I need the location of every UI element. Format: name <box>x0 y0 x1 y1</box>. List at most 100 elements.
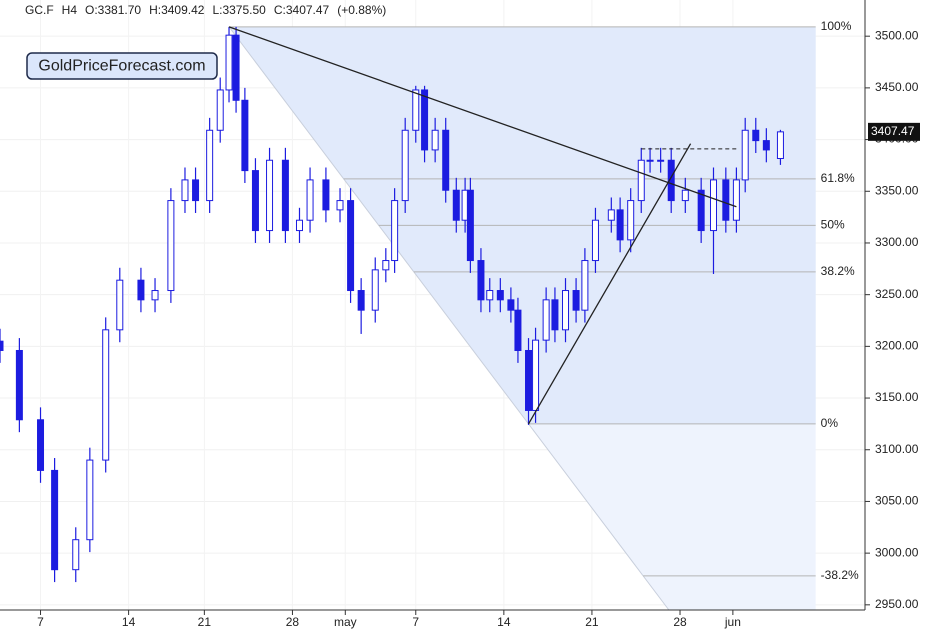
candle-body <box>681 189 689 202</box>
candle-body <box>232 34 240 101</box>
x-tick-label: 28 <box>673 615 687 629</box>
candle-body <box>616 209 624 241</box>
candle-body <box>192 179 200 202</box>
y-tick-label: 3050.00 <box>875 494 919 508</box>
price-layer: 2950.00 3000.00 3050.00 3100.00 3150.00 3200.… <box>0 0 920 629</box>
candle-body <box>137 279 145 301</box>
candle-body <box>15 349 23 421</box>
candle-body <box>167 200 175 292</box>
candle-body <box>562 290 570 331</box>
candle-body <box>401 129 409 202</box>
candle-body <box>412 89 420 131</box>
fib-label: 100% <box>821 19 852 33</box>
x-tick-label: 28 <box>286 615 300 629</box>
candle-body <box>637 159 645 202</box>
candle-body <box>709 179 717 232</box>
candle-body <box>722 179 730 221</box>
x-tick-label: jun <box>724 615 741 629</box>
candle-body <box>322 179 330 211</box>
candle-body <box>51 469 59 571</box>
candle-body <box>572 290 580 311</box>
candle-body <box>151 290 159 301</box>
header-item: (+0.88%) <box>337 3 386 17</box>
candle-body <box>507 299 515 311</box>
last-price-label: 3407.47 <box>871 124 915 138</box>
candle-body <box>776 131 784 159</box>
x-tick-label: 7 <box>412 615 419 629</box>
candle-body <box>657 159 665 162</box>
header-item: C:3407.47 <box>274 3 330 17</box>
header: GC.F H4 O:3381.70 H:3409.42 L:3375.50 C:3407.… <box>25 3 386 17</box>
candle-body <box>477 260 485 301</box>
candle-body <box>466 189 474 262</box>
candle-body <box>752 129 760 142</box>
candle-body <box>391 200 399 262</box>
candle-body <box>241 99 249 172</box>
y-tick-label: 2950.00 <box>875 597 919 611</box>
candle-body <box>336 200 344 211</box>
y-tick-label: 3250.00 <box>875 287 919 301</box>
candle-body <box>542 299 550 341</box>
candle-body <box>607 209 615 221</box>
header-item: H4 <box>62 3 78 17</box>
last-price-tag <box>868 122 920 141</box>
candle-body <box>371 269 379 311</box>
candle-body <box>452 189 460 221</box>
candle-body <box>251 170 259 232</box>
fib-diagonal <box>228 26 670 611</box>
candle-body <box>551 299 559 331</box>
y-tick-label: 3450.00 <box>875 80 919 94</box>
fib-label: 38.2% <box>821 264 855 278</box>
candle-body <box>72 539 80 571</box>
candle-body <box>266 159 274 232</box>
candle-body <box>281 159 289 232</box>
fib-label: 0% <box>821 416 839 430</box>
trendline <box>527 143 692 425</box>
header-item: L:3375.50 <box>212 3 266 17</box>
candle-body <box>496 290 504 301</box>
fib-label: 50% <box>821 218 845 232</box>
header-item: GC.F <box>25 3 54 17</box>
candle-body <box>116 279 124 331</box>
candle-body <box>225 34 233 91</box>
candle-body <box>357 290 365 311</box>
candle-body <box>295 219 303 232</box>
trendline <box>228 26 737 208</box>
x-tick-label: 21 <box>585 615 599 629</box>
y-tick-label: 3500.00 <box>875 28 919 42</box>
candle-body <box>0 340 4 351</box>
y-tick-label: 3300.00 <box>875 235 919 249</box>
candle-body <box>421 89 429 151</box>
y-tick-label: 3150.00 <box>875 390 919 404</box>
candle-body <box>732 179 740 221</box>
candle-body <box>525 349 533 411</box>
candle-body <box>486 290 494 301</box>
candle-body <box>581 260 589 311</box>
y-tick-label: 3000.00 <box>875 545 919 559</box>
candle-body <box>591 219 599 262</box>
x-tick-label: 14 <box>497 615 511 629</box>
candle-body <box>102 329 110 461</box>
candle-body <box>514 309 522 351</box>
candle-body <box>306 179 314 221</box>
candle-body <box>741 129 749 181</box>
candle-body <box>382 260 390 271</box>
fib-label: 61.8% <box>821 171 855 185</box>
logo: GoldPriceForecast.com <box>38 58 205 75</box>
y-tick-label: 3200.00 <box>875 339 919 353</box>
candle-body <box>86 459 94 541</box>
candle-body <box>206 129 214 202</box>
candle-body <box>697 189 705 232</box>
fib-label: -38.2% <box>821 568 859 582</box>
header-item: H:3409.42 <box>149 3 205 17</box>
candle-body <box>442 129 450 191</box>
candle-body <box>181 179 189 202</box>
candle-body <box>37 419 45 471</box>
candle-body <box>216 89 224 131</box>
x-tick-label: may <box>334 615 357 629</box>
logo-box <box>26 52 218 80</box>
x-tick-label: 7 <box>37 615 44 629</box>
x-tick-label: 14 <box>122 615 136 629</box>
